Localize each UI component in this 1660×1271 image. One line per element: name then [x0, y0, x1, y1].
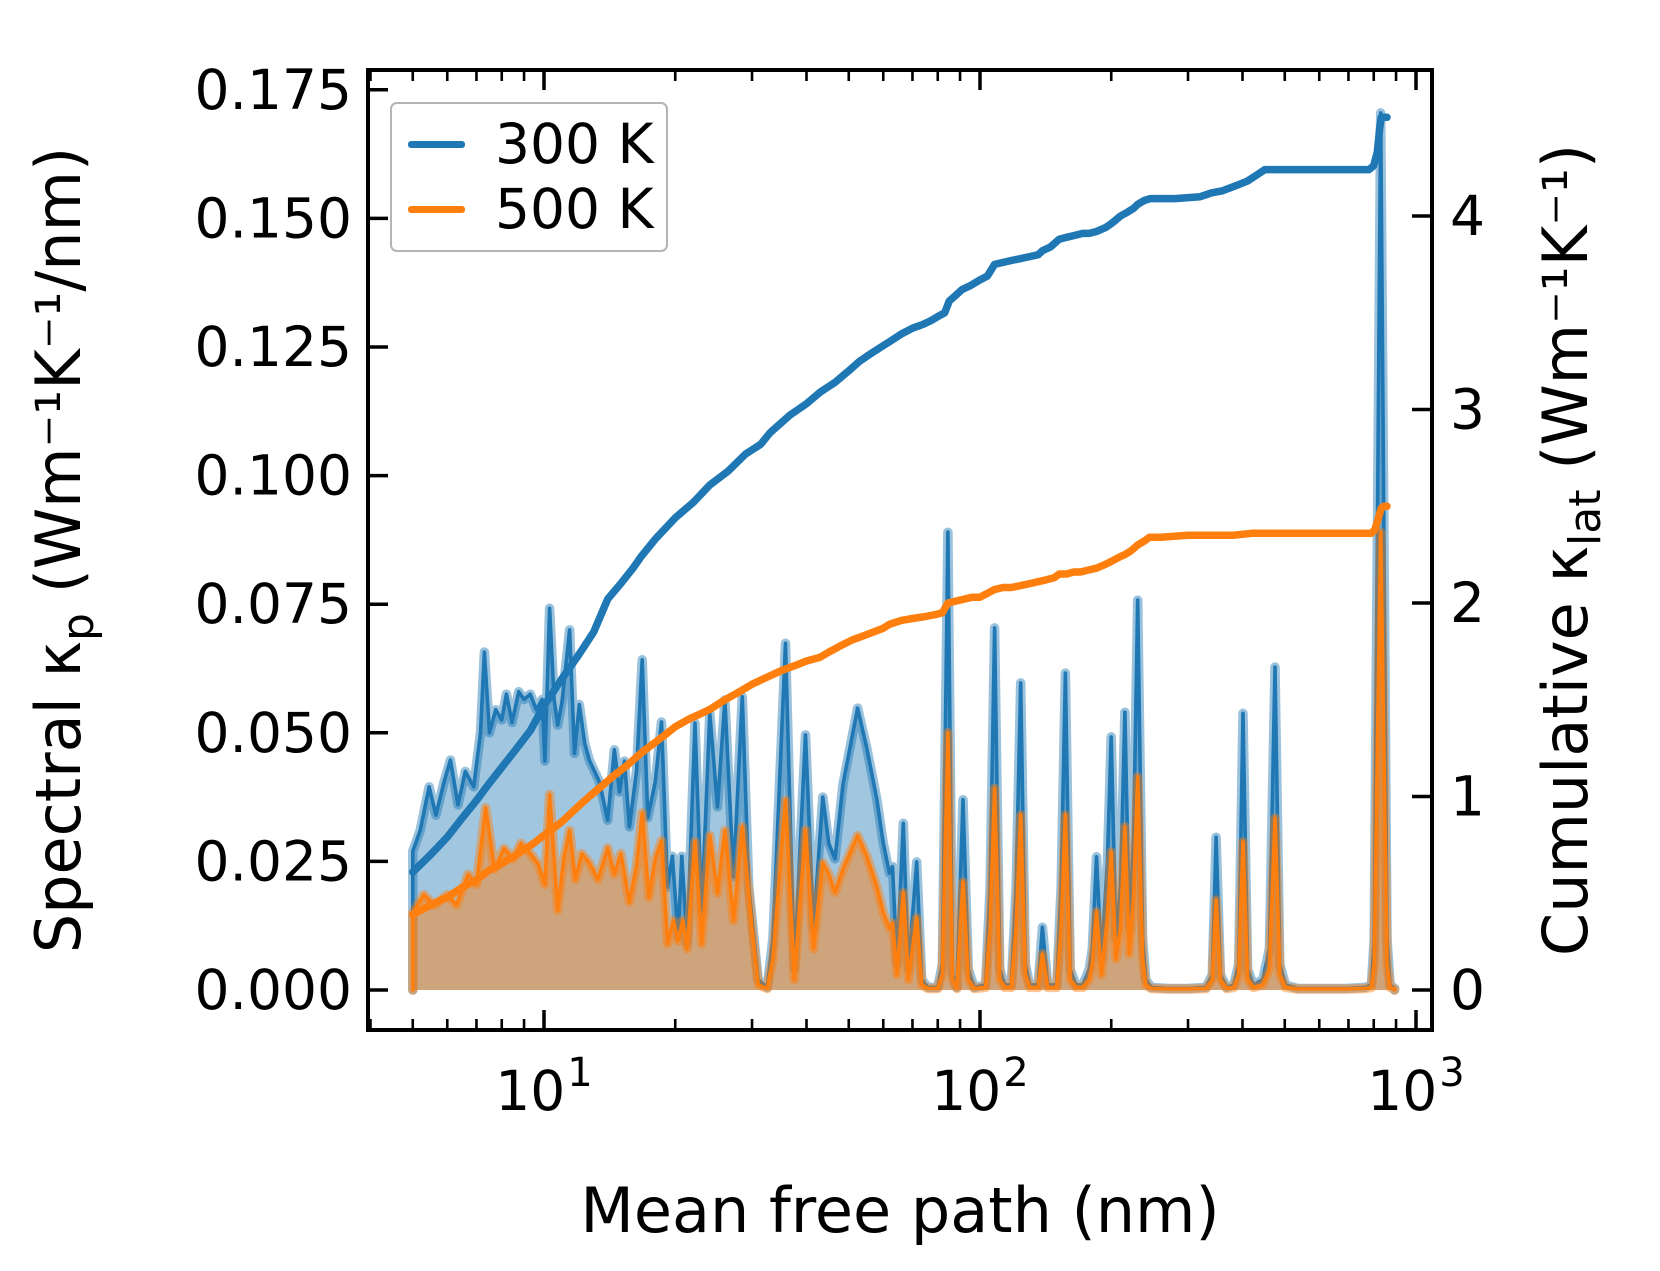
- x-tick-label: 103: [1367, 1050, 1464, 1123]
- legend-label-300k: 300 K: [495, 112, 654, 176]
- legend-line-300k-icon: [408, 140, 465, 149]
- legend-item-300k: 300 K: [408, 115, 666, 175]
- x-tick-label: 102: [931, 1050, 1028, 1123]
- 500-k-spectral-line: [411, 530, 1397, 992]
- 300-k-cumulative-line: [409, 113, 1391, 876]
- y-right-tick-label: 0: [1450, 958, 1485, 1022]
- plot-border: [366, 68, 1434, 1032]
- y-left-tick-label: 0.175: [195, 58, 352, 122]
- y-right-tick-label: 4: [1450, 184, 1485, 248]
- y-left-tick-label: 0.150: [195, 186, 352, 250]
- y-left-tick-label: 0.025: [195, 829, 352, 893]
- y-left-axis-label: Spectral κp (Wm⁻¹K⁻¹/nm): [22, 147, 104, 953]
- y-right-tick-label: 3: [1450, 378, 1485, 442]
- axes-layer: [366, 68, 1434, 1032]
- 500-k-spectral-area: [412, 532, 1395, 990]
- x-tick-label: 101: [495, 1050, 592, 1123]
- y-left-tick-label: 0.050: [195, 701, 352, 765]
- x-axis-label: Mean free path (nm): [580, 1174, 1219, 1247]
- y-right-tick-label: 2: [1450, 571, 1485, 635]
- y-right-axis-label: Cumulative κlat (Wm⁻¹K⁻¹): [1529, 144, 1611, 956]
- y-left-tick-label: 0.075: [195, 572, 352, 636]
- y-left-tick-label: 0.100: [195, 444, 352, 508]
- y-left-tick-label: 0.125: [195, 315, 352, 379]
- tick-labels-layer: 101 102 1030.0000.0250.0500.0750.1000.1250…: [195, 58, 1485, 1123]
- series-layer: [408, 108, 1400, 995]
- legend-label-500k: 500 K: [495, 177, 654, 241]
- 300-k-spectral-area: [412, 112, 1395, 990]
- legend-item-500k: 500 K: [408, 180, 666, 240]
- 500-k-cumulative-line: [409, 502, 1391, 919]
- legend-line-500k-icon: [408, 205, 465, 214]
- y-left-tick-label: 0.000: [195, 958, 352, 1022]
- y-right-tick-label: 1: [1450, 765, 1485, 829]
- legend: 300 K 500 K: [390, 102, 668, 252]
